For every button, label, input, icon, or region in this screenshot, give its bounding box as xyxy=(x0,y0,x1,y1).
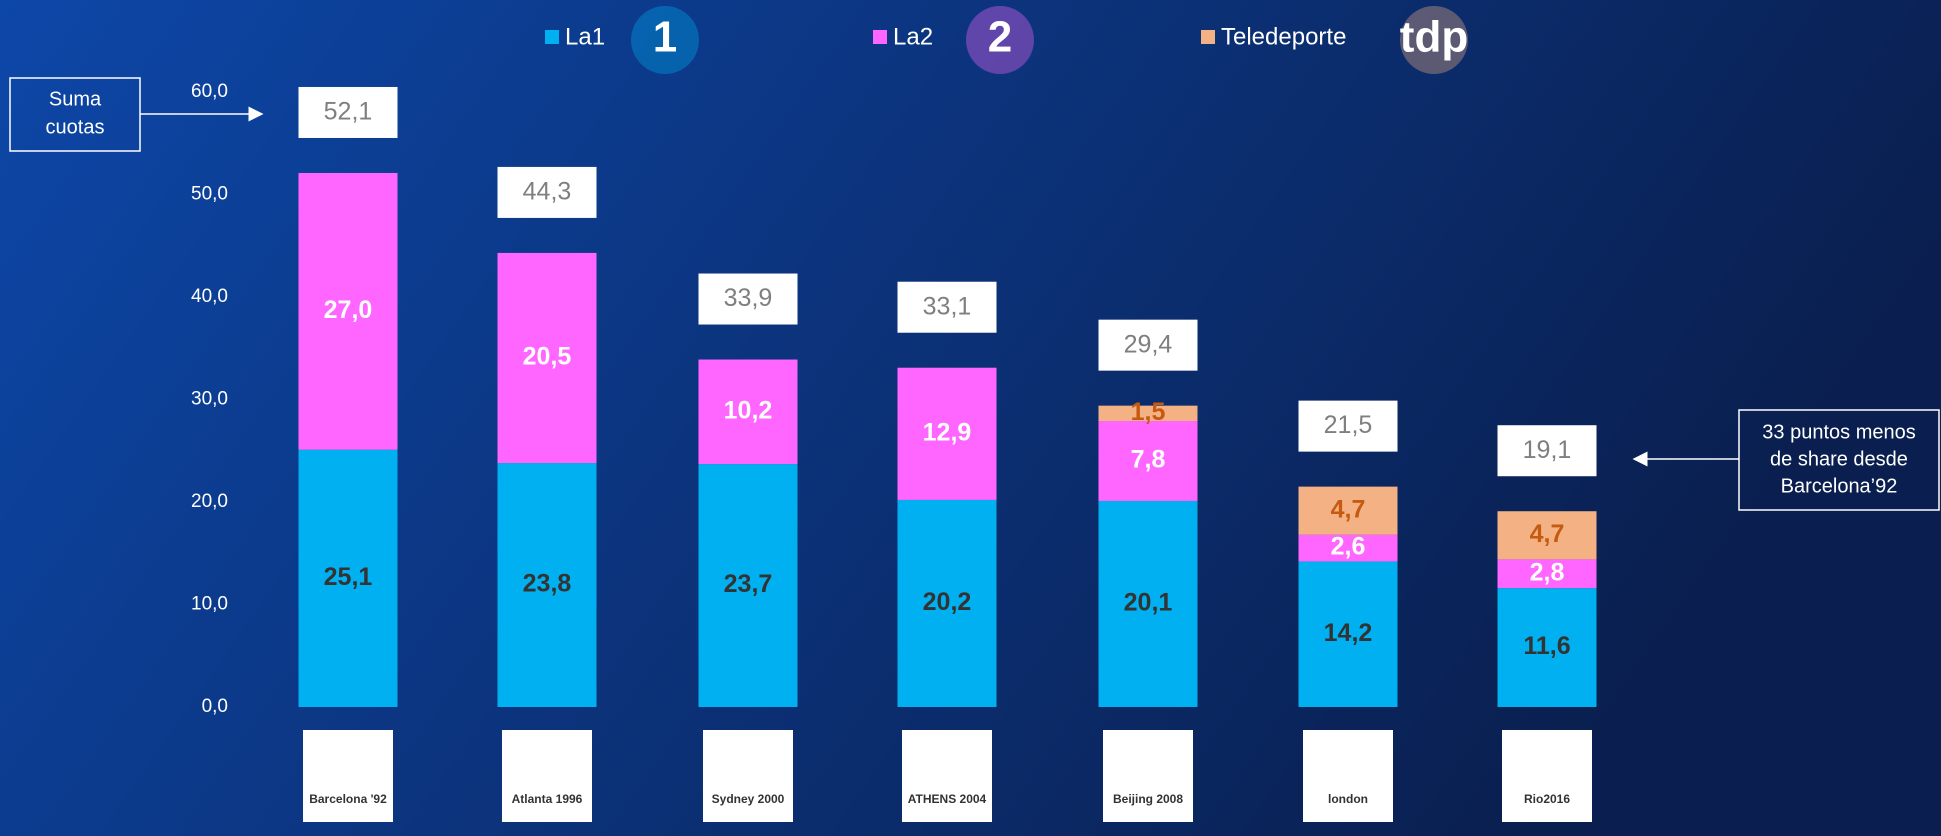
x-tick-label: london xyxy=(1328,792,1368,806)
legend-logo: 2 xyxy=(988,13,1012,62)
total-label: 33,1 xyxy=(923,292,972,320)
value-label: 1,5 xyxy=(1131,398,1166,426)
total-label: 29,4 xyxy=(1124,330,1173,358)
y-tick-label: 50,0 xyxy=(191,184,228,205)
value-label: 20,1 xyxy=(1124,589,1173,617)
value-label: 27,0 xyxy=(324,296,373,324)
category-logo xyxy=(703,730,793,822)
x-tick-label: Atlanta 1996 xyxy=(512,792,583,806)
x-tick-label: Barcelona '92 xyxy=(309,792,387,806)
bar-segment xyxy=(1098,405,1198,422)
value-label: 20,2 xyxy=(923,588,972,616)
bar-segment xyxy=(1497,511,1597,560)
y-tick-label: 0,0 xyxy=(202,696,228,717)
legend-logo: 1 xyxy=(653,13,677,62)
annotation-text: 33 puntos menos xyxy=(1762,421,1915,443)
value-label: 2,6 xyxy=(1331,533,1366,561)
bar-segment xyxy=(1298,486,1398,535)
value-label: 2,8 xyxy=(1530,558,1565,586)
legend-swatch xyxy=(545,30,559,44)
annotation-text: Barcelona’92 xyxy=(1781,475,1898,497)
total-box xyxy=(1098,319,1198,371)
bar-segment xyxy=(897,367,997,500)
legend-label: Teledeporte xyxy=(1221,23,1346,50)
total-box xyxy=(497,166,597,218)
category-logo xyxy=(1303,730,1393,822)
legend-label: La2 xyxy=(893,23,933,50)
bar-segment xyxy=(298,449,398,707)
value-label: 10,2 xyxy=(724,396,773,424)
value-label: 23,7 xyxy=(724,570,773,598)
bar-segment xyxy=(698,464,798,707)
y-tick-label: 10,0 xyxy=(191,594,228,615)
total-box xyxy=(298,86,398,138)
value-label: 14,2 xyxy=(1324,619,1373,647)
total-box xyxy=(897,281,997,333)
legend-swatch xyxy=(873,30,887,44)
total-box xyxy=(1497,425,1597,477)
total-label: 44,3 xyxy=(523,178,572,206)
x-tick-label: Rio2016 xyxy=(1524,792,1570,806)
bar-segment xyxy=(1098,421,1198,501)
bar-segment xyxy=(897,499,997,707)
bar-segment xyxy=(1298,561,1398,707)
category-logo xyxy=(1502,730,1592,822)
legend-label: La1 xyxy=(565,23,605,50)
bar-segment xyxy=(497,463,597,707)
total-box xyxy=(1298,400,1398,452)
annotation-text: de share desde xyxy=(1770,448,1908,470)
bar-segment xyxy=(1497,559,1597,589)
value-label: 11,6 xyxy=(1523,632,1570,660)
y-tick-label: 30,0 xyxy=(191,389,228,410)
bar-segment xyxy=(298,172,398,450)
value-label: 7,8 xyxy=(1131,446,1166,474)
y-tick-label: 60,0 xyxy=(191,81,228,102)
bar-segment xyxy=(1098,500,1198,707)
value-label: 23,8 xyxy=(523,570,572,598)
legend-logo: tdp xyxy=(1400,13,1468,62)
bar-segment xyxy=(698,359,798,465)
total-box xyxy=(698,273,798,325)
category-logo xyxy=(303,730,393,822)
bar-segment xyxy=(497,252,597,464)
category-logo xyxy=(902,730,992,822)
value-label: 4,7 xyxy=(1530,520,1565,548)
value-label: 12,9 xyxy=(923,418,972,446)
x-tick-label: Sydney 2000 xyxy=(712,792,785,806)
annotation-text: Suma xyxy=(49,88,102,110)
total-label: 33,9 xyxy=(724,284,773,312)
y-tick-label: 40,0 xyxy=(191,286,228,307)
annotation-text: cuotas xyxy=(46,116,105,138)
category-logo xyxy=(1103,730,1193,822)
total-label: 21,5 xyxy=(1324,411,1373,439)
y-tick-label: 20,0 xyxy=(191,491,228,512)
total-label: 19,1 xyxy=(1523,436,1572,464)
value-label: 20,5 xyxy=(523,343,572,371)
legend-logo-glow xyxy=(631,6,699,74)
category-logo xyxy=(502,730,592,822)
x-tick-label: ATHENS 2004 xyxy=(908,792,987,806)
value-label: 25,1 xyxy=(324,563,373,591)
x-tick-label: Beijing 2008 xyxy=(1113,792,1183,806)
legend-logo-glow xyxy=(1400,6,1468,74)
total-label: 52,1 xyxy=(324,98,373,126)
legend-logo-glow xyxy=(966,6,1034,74)
bar-segment xyxy=(1298,534,1398,562)
annotation-box xyxy=(1738,409,1940,511)
bar-segment xyxy=(1497,588,1597,707)
legend-swatch xyxy=(1201,30,1215,44)
value-label: 4,7 xyxy=(1331,495,1366,523)
